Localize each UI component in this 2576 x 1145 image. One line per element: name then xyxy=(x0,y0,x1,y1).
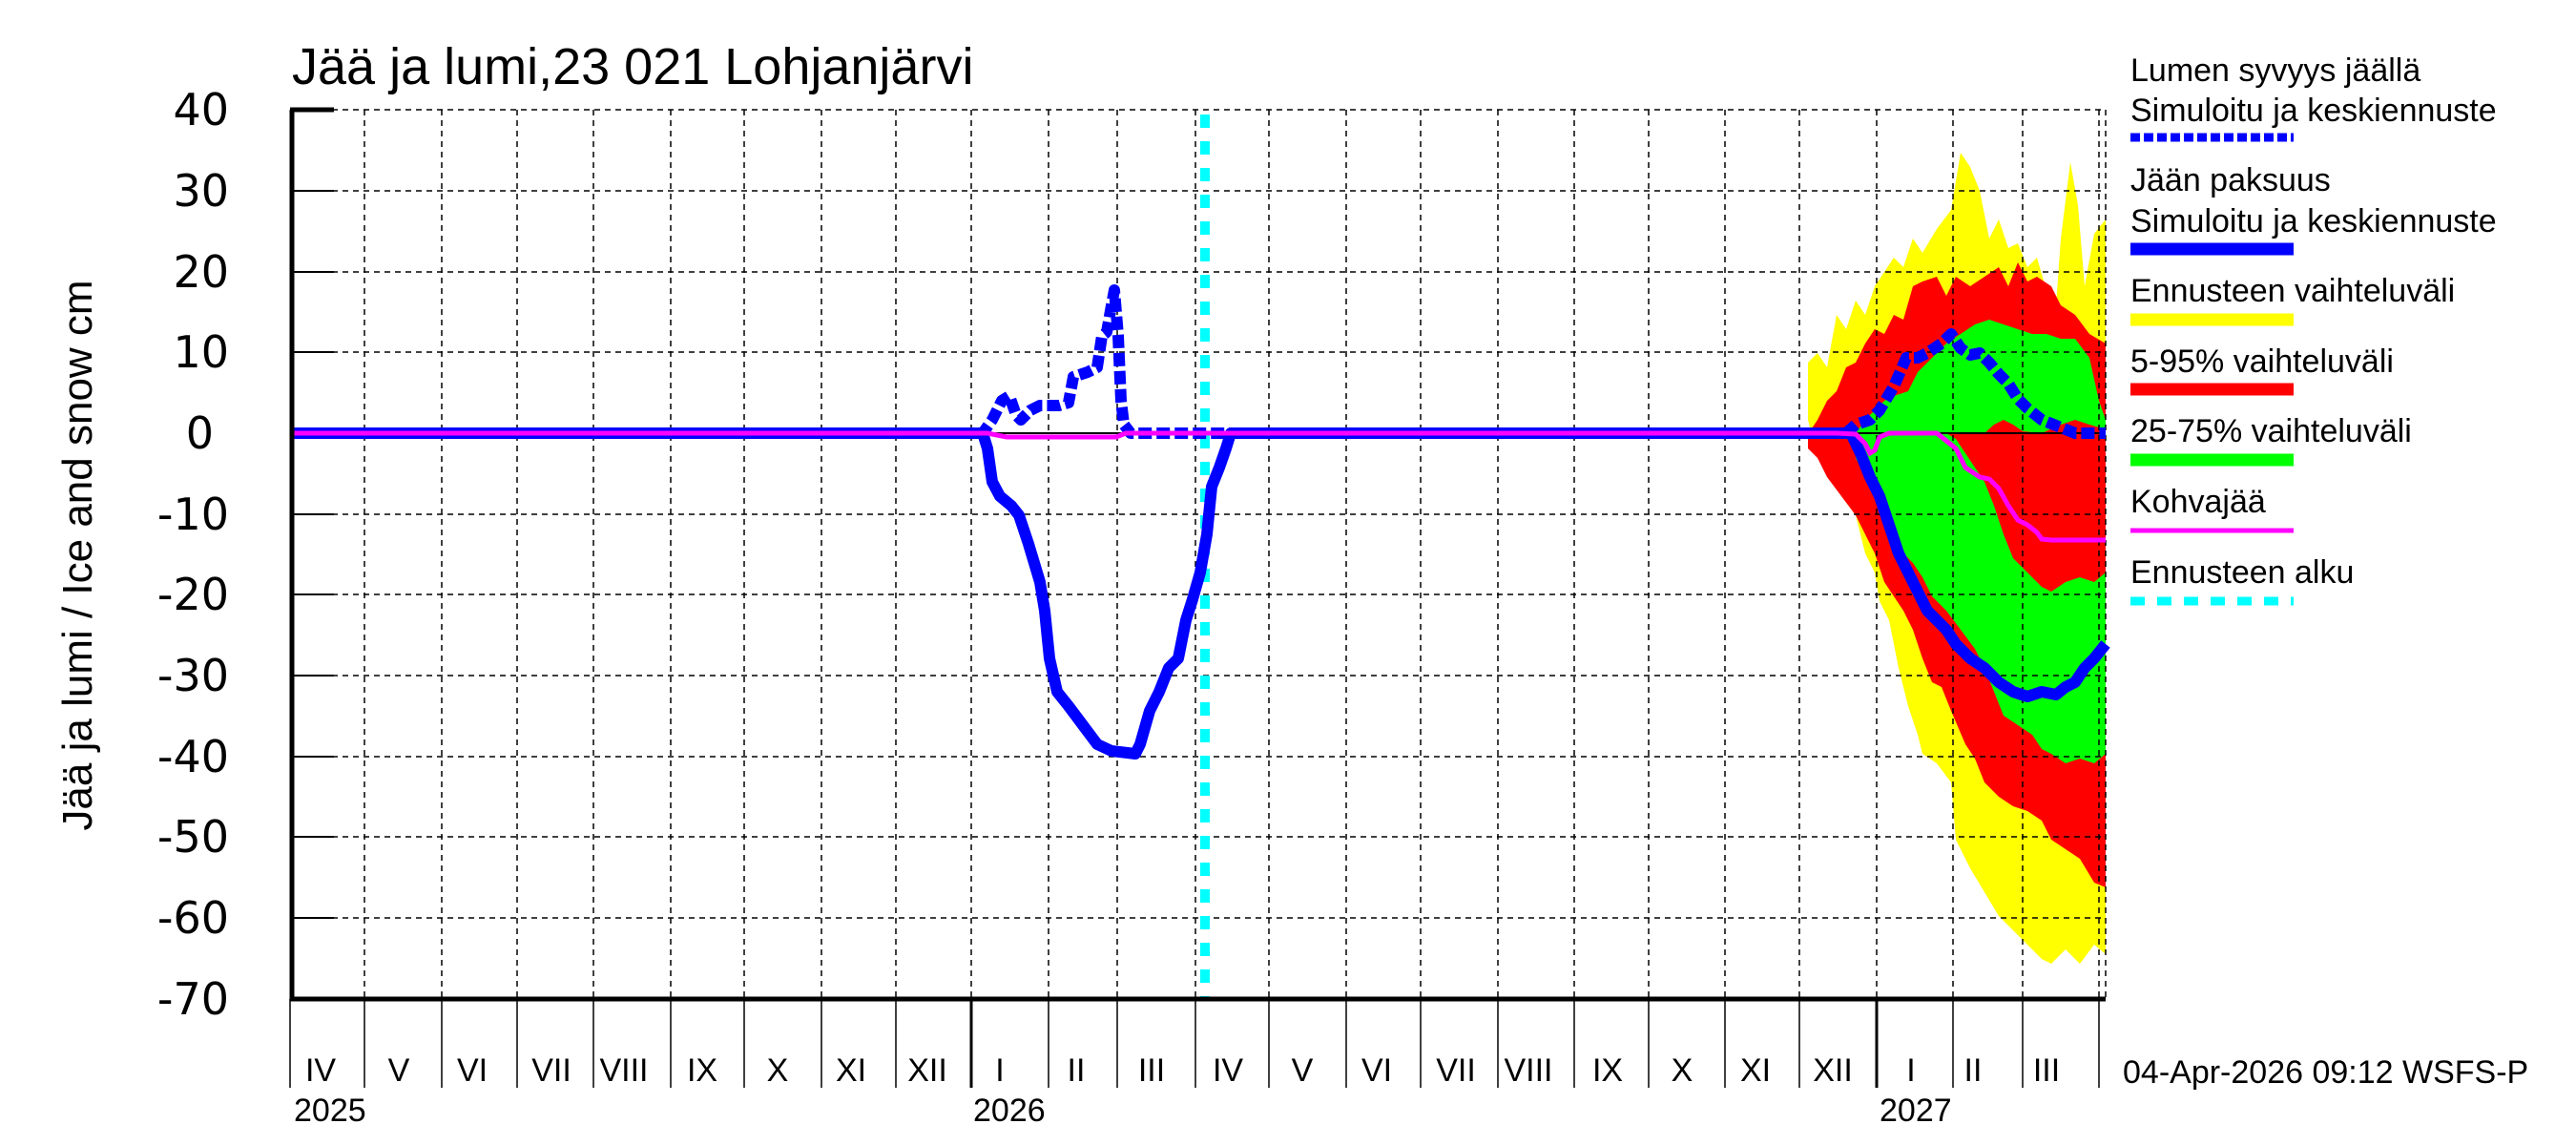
y-tick-label: -50 xyxy=(157,811,229,863)
month-label: VIII xyxy=(599,1052,648,1089)
y-tick-labels: 40 30 20 10 0 -10 -20 -30 -40 -50 -60 -7… xyxy=(157,84,229,1025)
month-label: I xyxy=(1906,1052,1915,1089)
footer-timestamp: 04-Apr-2026 09:12 WSFS-P xyxy=(2123,1054,2528,1091)
year-label: 2027 xyxy=(1880,1093,1952,1129)
month-label: IV xyxy=(305,1052,336,1089)
x-year-labels: 2025 2026 2027 xyxy=(294,1093,1952,1129)
month-label: XII xyxy=(1813,1052,1853,1089)
month-label: VI xyxy=(1361,1052,1392,1089)
month-label: III xyxy=(2033,1052,2060,1089)
month-label: VII xyxy=(531,1052,571,1089)
y-tick-label: -10 xyxy=(157,489,229,540)
grid xyxy=(290,109,2107,999)
month-label: IV xyxy=(1213,1052,1243,1089)
month-label: II xyxy=(1964,1052,1983,1089)
legend-ice-title: Jään paksuus xyxy=(2130,162,2331,198)
y-tick-label: 0 xyxy=(186,407,214,459)
month-label: XI xyxy=(836,1052,866,1089)
x-month-labels: IV V VI VII VIII IX X XI XII I II III IV… xyxy=(305,1052,2060,1089)
forecast-red-inner xyxy=(1946,420,2106,592)
month-label: V xyxy=(1292,1052,1314,1089)
legend-slush-label: Kohvajää xyxy=(2130,484,2266,520)
month-label: IX xyxy=(1592,1052,1623,1089)
y-tick-label: -60 xyxy=(157,892,229,944)
month-label: XI xyxy=(1740,1052,1771,1089)
forecast-bands xyxy=(1808,153,2106,964)
legend: Lumen syvyys jäällä Simuloitu ja keskien… xyxy=(2130,52,2497,606)
legend-5-95-label: 5-95% vaihteluväli xyxy=(2130,344,2394,380)
legend-25-75-label: 25-75% vaihteluväli xyxy=(2130,413,2412,449)
month-label: III xyxy=(1138,1052,1165,1089)
y-tick-label: 20 xyxy=(173,246,229,298)
legend-forecast-start-label: Ennusteen alku xyxy=(2130,554,2354,591)
y-tick-label: 10 xyxy=(173,326,229,378)
month-label: X xyxy=(767,1052,789,1089)
y-tick-label: -20 xyxy=(157,569,229,620)
month-label: VII xyxy=(1436,1052,1476,1089)
month-label: XII xyxy=(907,1052,947,1089)
month-label: X xyxy=(1672,1052,1693,1089)
y-axis-label: Jää ja lumi / Ice and snow cm xyxy=(54,280,101,830)
month-label: VIII xyxy=(1504,1052,1552,1089)
year-label: 2025 xyxy=(294,1093,366,1129)
forecast-25-75-band xyxy=(1856,320,2106,763)
chart-title: Jää ja lumi,23 021 Lohjanjärvi xyxy=(292,38,973,95)
axes xyxy=(289,107,2106,1002)
y-tick-label: -40 xyxy=(157,731,229,782)
month-label: VI xyxy=(457,1052,488,1089)
legend-snow-title: Lumen syvyys jäällä xyxy=(2130,52,2420,89)
ice-thickness-line xyxy=(290,427,2110,760)
legend-ice-subtitle: Simuloitu ja keskiennuste xyxy=(2130,203,2497,239)
y-tick-label: 40 xyxy=(173,84,229,135)
year-label: 2026 xyxy=(973,1093,1046,1129)
legend-snow-subtitle: Simuloitu ja keskiennuste xyxy=(2130,93,2497,129)
x-month-ticks xyxy=(289,999,2100,1088)
month-label: II xyxy=(1068,1052,1086,1089)
legend-range-label: Ennusteen vaihteluväli xyxy=(2130,273,2455,309)
y-tick-label: -70 xyxy=(157,973,229,1025)
month-label: V xyxy=(388,1052,410,1089)
y-tick-label: -30 xyxy=(157,650,229,701)
y-tick-label: 30 xyxy=(173,165,229,217)
slush-ice-line xyxy=(290,430,2106,543)
month-label: IX xyxy=(687,1052,717,1089)
month-label: I xyxy=(995,1052,1004,1089)
